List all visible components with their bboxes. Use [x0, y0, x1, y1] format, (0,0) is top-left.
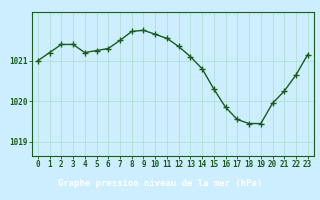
Text: Graphe pression niveau de la mer (hPa): Graphe pression niveau de la mer (hPa) — [58, 179, 262, 188]
